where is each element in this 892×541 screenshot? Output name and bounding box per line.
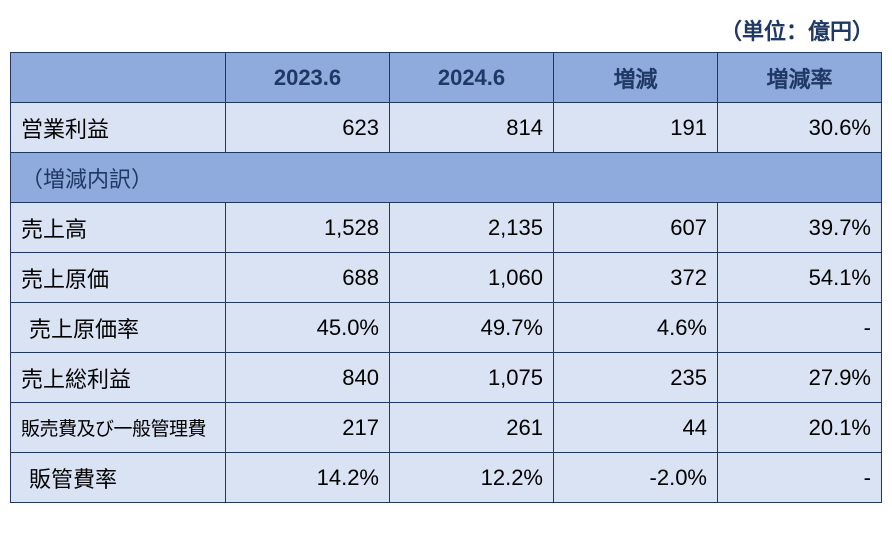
cell-value: 191 <box>554 103 718 153</box>
cell-value: 688 <box>226 253 390 303</box>
cell-value: - <box>718 303 882 353</box>
cell-value: 20.1% <box>718 403 882 453</box>
cell-label: 営業利益 <box>11 103 226 153</box>
cell-value: -2.0% <box>554 453 718 503</box>
breakdown-header-cell: （増減内訳） <box>11 153 882 203</box>
header-change: 増減 <box>554 53 718 103</box>
header-2023: 2023.6 <box>226 53 390 103</box>
cell-label: 販売費及び一般管理費 <box>11 403 226 453</box>
header-blank <box>11 53 226 103</box>
cell-value: 1,060 <box>390 253 554 303</box>
cell-value: 372 <box>554 253 718 303</box>
cell-value: 2,135 <box>390 203 554 253</box>
row-gross-profit: 売上総利益 840 1,075 235 27.9% <box>11 353 882 403</box>
header-2024: 2024.6 <box>390 53 554 103</box>
header-change-rate: 増減率 <box>718 53 882 103</box>
cell-value: 44 <box>554 403 718 453</box>
financial-table: 2023.6 2024.6 増減 増減率 営業利益 623 814 191 30… <box>10 52 882 503</box>
cell-value: 235 <box>554 353 718 403</box>
cell-label: 売上原価 <box>11 253 226 303</box>
cell-value: 39.7% <box>718 203 882 253</box>
cell-value: 45.0% <box>226 303 390 353</box>
cell-value: 14.2% <box>226 453 390 503</box>
row-cogs-ratio: 売上原価率 45.0% 49.7% 4.6% - <box>11 303 882 353</box>
table-container: （単位：億円） 2023.6 2024.6 増減 増減率 営業利益 623 81… <box>10 10 882 503</box>
row-breakdown-header: （増減内訳） <box>11 153 882 203</box>
row-net-sales: 売上高 1,528 2,135 607 39.7% <box>11 203 882 253</box>
cell-value: 217 <box>226 403 390 453</box>
cell-value: 27.9% <box>718 353 882 403</box>
cell-value: 1,528 <box>226 203 390 253</box>
cell-label: 売上総利益 <box>11 353 226 403</box>
cell-value: 30.6% <box>718 103 882 153</box>
cell-value: 840 <box>226 353 390 403</box>
row-sga-ratio: 販管費率 14.2% 12.2% -2.0% - <box>11 453 882 503</box>
unit-label: （単位：億円） <box>10 10 882 52</box>
cell-value: 623 <box>226 103 390 153</box>
cell-value: 1,075 <box>390 353 554 403</box>
row-sga: 販売費及び一般管理費 217 261 44 20.1% <box>11 403 882 453</box>
cell-value: 12.2% <box>390 453 554 503</box>
cell-value: 54.1% <box>718 253 882 303</box>
cell-label: 販管費率 <box>11 453 226 503</box>
cell-value: - <box>718 453 882 503</box>
header-row: 2023.6 2024.6 増減 増減率 <box>11 53 882 103</box>
cell-value: 49.7% <box>390 303 554 353</box>
cell-value: 4.6% <box>554 303 718 353</box>
row-cogs: 売上原価 688 1,060 372 54.1% <box>11 253 882 303</box>
row-operating-income: 営業利益 623 814 191 30.6% <box>11 103 882 153</box>
cell-value: 607 <box>554 203 718 253</box>
cell-label: 売上原価率 <box>11 303 226 353</box>
cell-value: 814 <box>390 103 554 153</box>
cell-label: 売上高 <box>11 203 226 253</box>
cell-value: 261 <box>390 403 554 453</box>
